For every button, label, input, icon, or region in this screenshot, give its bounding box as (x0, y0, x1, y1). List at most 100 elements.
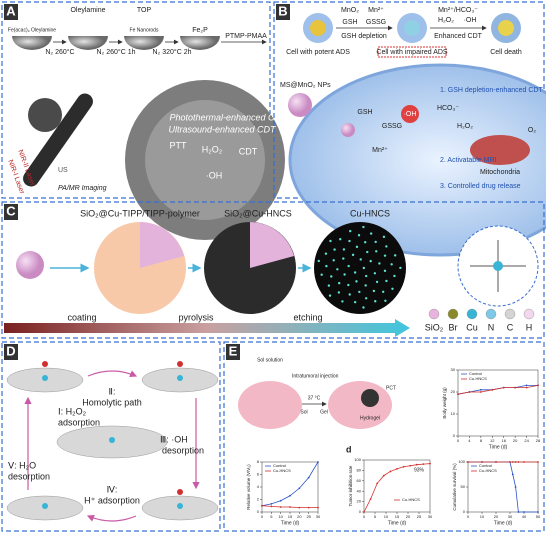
point (317, 461, 319, 463)
reaction: H₂O₂ (438, 17, 454, 24)
cu-dot (364, 284, 367, 287)
point (525, 386, 528, 389)
schematic-label: Intratumoral injection (292, 373, 339, 379)
reagent: TOP (137, 7, 152, 14)
legend-label: Br (449, 322, 458, 332)
legend-swatch (428, 308, 440, 320)
cu-dot (347, 283, 350, 287)
panel-b: B Cell with potent ADS Cell with impaire… (273, 1, 546, 257)
panel-border (1, 201, 545, 339)
point (537, 384, 539, 387)
point (279, 506, 282, 508)
x-tick-label: 0 (261, 514, 264, 519)
legend-label: N (488, 322, 495, 332)
x-tick-label: 28 (536, 438, 541, 443)
flasks (12, 36, 220, 50)
point (511, 461, 514, 463)
cu-dot (330, 275, 333, 278)
x-tick-label: 5 (270, 514, 273, 519)
step: PTMP-PMAA (225, 33, 267, 40)
highlight (377, 46, 447, 58)
point (479, 388, 482, 391)
cycle-arrows (24, 370, 200, 522)
cu-dot (336, 268, 339, 271)
cu-dot (362, 306, 365, 309)
cell-label: Mitochondria (480, 169, 520, 176)
y-tick-label: 100 (354, 457, 361, 462)
x-tick-label: 16 (501, 438, 506, 443)
mechanism: 2. Activatable MRI (440, 157, 496, 164)
cu-dot (362, 266, 366, 270)
cu-dot (385, 279, 388, 283)
product: SiO₂@Cu-TIPP/TIPP-polymer (80, 208, 200, 218)
cu-dot (332, 259, 335, 262)
large-cell (288, 63, 546, 257)
flask (12, 36, 52, 50)
atom (42, 503, 48, 509)
reaction: ·OH (464, 17, 477, 24)
point (517, 511, 520, 513)
label-bg (4, 204, 18, 220)
x-tick-label: 25 (417, 514, 422, 519)
cutaway (250, 222, 294, 268)
cu-dot (362, 225, 365, 229)
legend-swatch (504, 308, 516, 320)
x-axis-label: Time (d) (281, 520, 300, 526)
schematic-label: Hydrogel (360, 415, 380, 421)
cell-label: O₂ (528, 127, 536, 134)
schematic-label: Sol solution (257, 357, 283, 363)
point (389, 470, 392, 473)
cu-dot (364, 297, 368, 300)
legend-label: Cu (466, 322, 478, 332)
point (409, 464, 412, 467)
legend-swatch (466, 308, 478, 320)
x-tick-label: 40 (522, 514, 527, 519)
tumor (361, 389, 379, 407)
annotation: 93% (414, 467, 425, 473)
reagent: Oleylamine (70, 7, 105, 14)
atom (493, 261, 503, 271)
x-tick-label: 5 (374, 514, 377, 519)
step: Ⅲ: ·OH (160, 434, 188, 444)
point (270, 502, 273, 505)
cu-dot (353, 300, 357, 304)
panel-label: A (6, 3, 16, 18)
annotation: CDT (239, 146, 258, 156)
y-tick-label: 10 (451, 411, 456, 416)
x-tick-label: 20 (406, 514, 411, 519)
label-bg (4, 4, 18, 20)
panel-e: E Sol solution Intratumoral injection 37… (223, 341, 545, 532)
point (369, 498, 372, 500)
cell-label: Cell death (490, 49, 522, 56)
point (457, 393, 459, 396)
mechanism: 1. GSH depletion-enhanced CDT (440, 87, 543, 94)
x-tick-label: 10 (384, 514, 389, 519)
legend-label: SiO₂ (425, 322, 444, 332)
cu-dot (381, 290, 385, 293)
x-axis-label: Time (d) (489, 444, 508, 450)
reaction: GSH depletion (341, 33, 387, 40)
legend-label: Cu-HNCS (469, 376, 487, 381)
atom (177, 489, 183, 495)
mouse (238, 381, 302, 429)
reaction: GSH (342, 19, 357, 26)
point (523, 461, 525, 463)
cu-dot (391, 287, 394, 290)
point (481, 461, 483, 463)
cluster (28, 98, 62, 132)
x-tick-label: 20 (494, 514, 499, 519)
schematic-label: Sol (300, 409, 307, 415)
y-tick-label: 20 (357, 499, 362, 504)
x-tick-label: 50 (536, 514, 541, 519)
product: Cu-HNCS (350, 208, 390, 218)
cu-dot (347, 264, 350, 268)
nucleus (404, 20, 420, 36)
y-axis-label: Body weight (g) (442, 387, 447, 419)
point (279, 499, 282, 502)
panel-d: D Ⅱ: Homolytic path Ⅰ: H₂O₂ adsorption Ⅲ… (1, 341, 221, 532)
x-tick-label: 10 (480, 514, 485, 519)
arrow (86, 514, 137, 522)
point (525, 384, 528, 387)
cu-dot (337, 291, 341, 294)
